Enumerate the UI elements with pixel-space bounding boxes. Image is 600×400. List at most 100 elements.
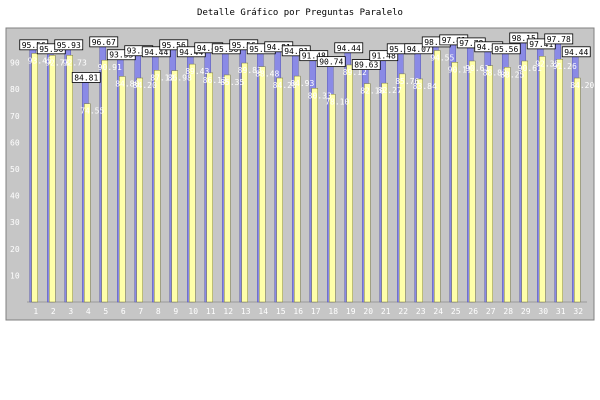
data-label-series-2: 84.20 — [273, 81, 297, 90]
bar-series-2 — [276, 77, 283, 303]
x-tick-label: 14 — [258, 307, 268, 316]
data-label-series-2: 89.83 — [238, 66, 262, 75]
data-label-series-1: 95.56 — [249, 45, 273, 54]
x-tick-label: 2 — [51, 307, 56, 316]
bar-series-2 — [224, 74, 231, 303]
data-label-box-series-1 — [89, 36, 119, 48]
data-label-series-1: 95.56 — [232, 41, 256, 50]
x-tick-label: 27 — [486, 307, 496, 316]
data-label-box-series-1 — [316, 56, 346, 68]
y-tick-label: 50 — [10, 165, 20, 174]
data-label-box-series-1 — [159, 39, 189, 51]
data-label-series-2: 87.12 — [150, 73, 174, 82]
x-tick-label: 29 — [521, 307, 531, 316]
y-tick-label: 30 — [10, 218, 20, 227]
data-label-series-1: 95.56 — [39, 45, 63, 54]
bar-series-2 — [171, 70, 178, 303]
x-tick-label: 15 — [276, 307, 286, 316]
bar-series-2 — [154, 70, 161, 303]
data-label-series-1: 94.44 — [564, 48, 588, 57]
bar-series-2 — [574, 77, 581, 303]
data-label-series-1: 95.93 — [57, 41, 81, 50]
data-label-series-1: 97.41 — [442, 36, 466, 45]
data-label-series-2: 80.33 — [308, 91, 332, 100]
bar-series-2 — [539, 56, 546, 303]
data-label-series-2: 93.45 — [28, 56, 52, 65]
x-tick-label: 19 — [346, 307, 356, 316]
data-label-series-1: 95.56 — [494, 45, 518, 54]
data-label-box-series-1 — [369, 50, 399, 62]
bar-series-2 — [206, 72, 213, 303]
data-label-box-series-1 — [491, 43, 521, 55]
x-tick-label: 4 — [86, 307, 91, 316]
bar-series-2 — [416, 78, 423, 303]
y-tick-label: 10 — [10, 271, 20, 280]
data-label-box-series-1 — [299, 50, 329, 62]
bar-series-2 — [119, 76, 126, 303]
data-label-series-2: 92.73 — [63, 58, 87, 67]
bar-series-2 — [101, 59, 108, 303]
data-label-series-2: 78.10 — [325, 97, 349, 106]
data-label-series-2: 84.93 — [290, 79, 314, 88]
x-tick-label: 31 — [556, 307, 566, 316]
data-label-box-series-1 — [544, 33, 574, 45]
data-label-series-1: 94.44 — [337, 44, 361, 53]
x-tick-label: 5 — [103, 307, 108, 316]
x-tick-label: 26 — [468, 307, 478, 316]
x-tick-label: 17 — [311, 307, 321, 316]
chart-title: Detalle Gráfico por Preguntas Paralelo — [197, 8, 403, 18]
bar-series-2 — [469, 60, 476, 303]
bar-series-2 — [311, 88, 318, 303]
x-tick-label: 16 — [293, 307, 303, 316]
x-tick-label: 28 — [503, 307, 513, 316]
y-tick-label: 90 — [10, 59, 20, 68]
bar-series-2 — [434, 50, 441, 303]
bar-series-2 — [486, 65, 493, 303]
x-tick-label: 30 — [538, 307, 548, 316]
bar-series-2 — [49, 55, 56, 303]
data-label-box-series-1 — [561, 46, 591, 58]
data-label-series-2: 84.20 — [570, 81, 594, 90]
data-label-series-2: 74.55 — [80, 107, 104, 116]
data-label-series-2: 90.11 — [448, 65, 472, 74]
x-tick-label: 22 — [398, 307, 408, 316]
data-label-series-1: 89.63 — [354, 61, 378, 70]
bar-series-2 — [66, 55, 73, 303]
data-label-series-2: 83.84 — [413, 82, 437, 91]
data-label-series-1: 94.44 — [179, 48, 203, 57]
x-tick-label: 10 — [188, 307, 198, 316]
bar-series-2 — [259, 66, 266, 303]
bar-series-2 — [381, 82, 388, 303]
data-label-series-2: 94.55 — [430, 53, 454, 62]
data-label-box-series-1 — [54, 39, 84, 51]
data-label-series-1: 91.48 — [372, 52, 396, 61]
data-label-series-2: 92.73 — [45, 58, 69, 67]
bar-series-2 — [399, 73, 406, 303]
x-tick-label: 20 — [363, 307, 373, 316]
data-label-series-1: 95.56 — [214, 45, 238, 54]
bar-series-2 — [364, 83, 371, 303]
data-label-series-1: 94.44 — [197, 44, 221, 53]
data-label-series-2: 84.20 — [133, 81, 157, 90]
x-tick-label: 21 — [381, 307, 391, 316]
data-label-series-2: 89.12 — [343, 68, 367, 77]
data-label-box-series-1 — [334, 42, 364, 54]
y-tick-label: 70 — [10, 112, 20, 121]
x-tick-label: 23 — [416, 307, 426, 316]
data-label-series-1: 97.78 — [459, 39, 483, 48]
bar-series-2 — [31, 53, 38, 303]
data-label-series-1: 98.15 — [512, 34, 536, 43]
data-label-series-1: 91.48 — [302, 52, 326, 61]
bar-series-2 — [136, 77, 143, 303]
data-label-series-2: 88.48 — [255, 70, 279, 79]
bar-series-2 — [556, 58, 563, 303]
data-label-box-series-1 — [509, 32, 539, 44]
data-label-series-1: 94.81 — [477, 43, 501, 52]
x-tick-label: 25 — [451, 307, 461, 316]
data-label-series-2: 82.10 — [360, 87, 384, 96]
x-tick-label: 32 — [573, 307, 583, 316]
bar-series-2 — [329, 94, 336, 303]
data-label-box-series-1 — [141, 46, 171, 58]
data-label-series-1: 97.78 — [547, 35, 571, 44]
